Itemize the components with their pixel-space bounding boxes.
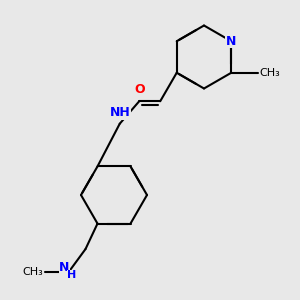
Text: N: N: [226, 35, 236, 48]
Text: N: N: [59, 262, 70, 275]
Text: H: H: [68, 270, 76, 280]
Text: CH₃: CH₃: [260, 68, 280, 78]
Text: NH: NH: [110, 106, 130, 119]
Text: CH₃: CH₃: [23, 267, 44, 277]
Text: O: O: [134, 83, 145, 96]
